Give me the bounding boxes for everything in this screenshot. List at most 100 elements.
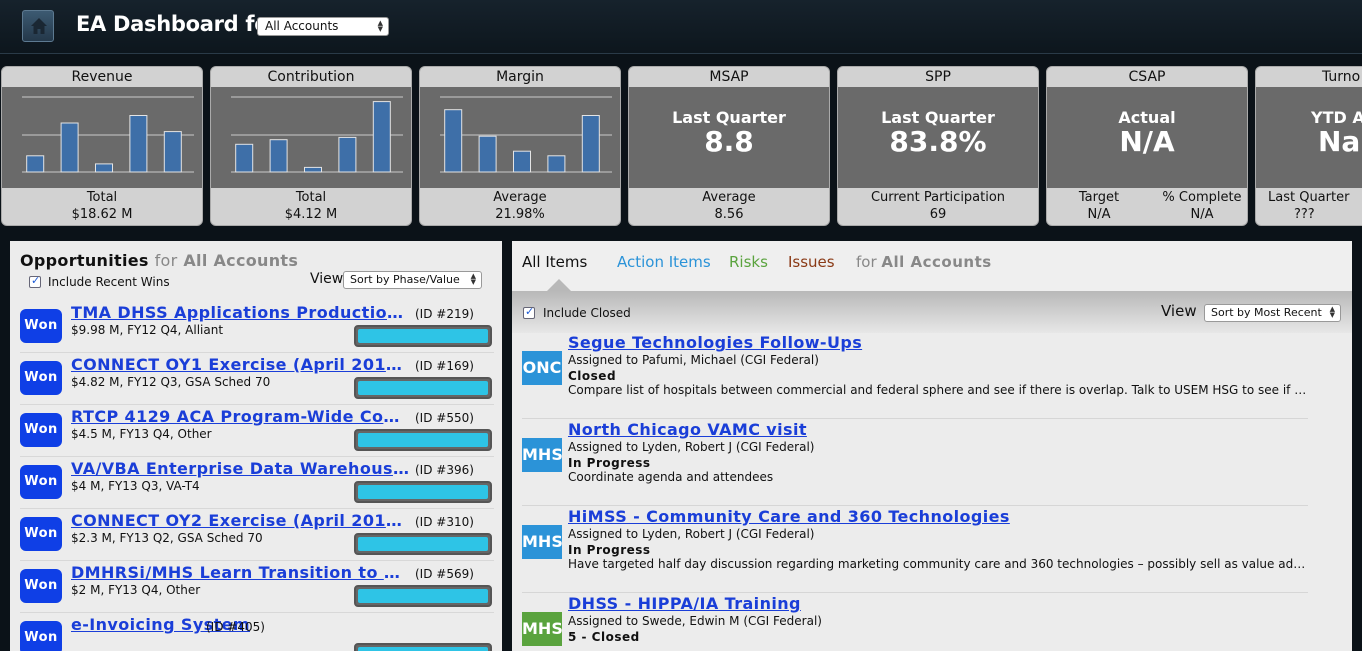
chart-bar bbox=[60, 122, 79, 173]
item-status: Closed bbox=[568, 369, 617, 383]
opportunity-row[interactable]: Won e-Invoicing System (ID #405) bbox=[20, 613, 494, 651]
view-label: View bbox=[1161, 302, 1197, 320]
kpi-foot-label: Total bbox=[86, 190, 118, 205]
kpi-spp[interactable]: SPP Last Quarter 83.8% Current Participa… bbox=[837, 66, 1039, 226]
kpi-margin[interactable]: Margin Average 21.98% bbox=[419, 66, 621, 226]
progress-fill bbox=[358, 485, 488, 499]
item-row[interactable]: MHS DHSS - HIPPA/IA Training Assigned to S… bbox=[522, 594, 1308, 651]
item-status: 5 - Closed bbox=[568, 630, 640, 644]
kpi-title: MSAP bbox=[709, 69, 749, 85]
opportunity-title-link[interactable]: VA/VBA Enterprise Data Warehouse S... bbox=[71, 459, 409, 478]
sort-select-value: Sort by Phase/Value bbox=[350, 273, 460, 286]
opportunity-title-link[interactable]: DMHRSi/MHS Learn Transition to Cap... bbox=[71, 563, 409, 582]
item-row[interactable]: ONC Segue Technologies Follow-Ups Assigned… bbox=[522, 333, 1308, 419]
opportunity-row[interactable]: Won RTCP 4129 ACA Program-Wide Consol... (… bbox=[20, 405, 494, 457]
opportunity-progress-bar bbox=[354, 643, 492, 651]
tab-action-items[interactable]: Action Items bbox=[617, 253, 711, 271]
item-description: Have targeted half day discussion regard… bbox=[568, 557, 1308, 571]
kpi-foot-label: Last Quarter bbox=[1268, 190, 1350, 205]
opportunity-row[interactable]: Won DMHRSi/MHS Learn Transition to Cap...… bbox=[20, 561, 494, 613]
items-sort-select[interactable]: Sort by Most Recent ▲ ▼ bbox=[1204, 304, 1341, 322]
kpi-value: NaN bbox=[1318, 125, 1362, 158]
kpi-msap[interactable]: MSAP Last Quarter 8.8 Average 8.56 bbox=[628, 66, 830, 226]
kpi-target: Target N/A bbox=[1069, 189, 1129, 223]
item-row[interactable]: MHS HiMSS - Community Care and 360 Techno… bbox=[522, 507, 1308, 593]
won-badge: Won bbox=[20, 517, 62, 551]
home-button[interactable] bbox=[22, 10, 54, 42]
item-row[interactable]: MHS North Chicago VAMC visit Assigned to L… bbox=[522, 420, 1308, 506]
items-for-account: for All Accounts bbox=[856, 253, 992, 271]
opportunity-title-link[interactable]: TMA DHSS Applications Production S... bbox=[71, 303, 409, 322]
item-title-link[interactable]: Segue Technologies Follow-Ups bbox=[568, 333, 863, 352]
category-badge: ONC bbox=[522, 351, 562, 385]
opportunity-details: $4 M, FY13 Q3, VA-T4 bbox=[71, 479, 200, 493]
item-assigned: Assigned to Lyden, Robert J (CGI Federal… bbox=[568, 527, 815, 541]
kpi-foot-value: $18.62 M bbox=[71, 207, 133, 222]
kpi-value-label: Last Quarter bbox=[881, 108, 995, 127]
items-account: All Accounts bbox=[881, 253, 992, 271]
kpi-complete-label: % Complete bbox=[1162, 190, 1242, 205]
opportunity-progress-bar bbox=[354, 377, 492, 399]
won-badge: Won bbox=[20, 465, 62, 499]
kpi-value-area: Last Quarter 8.8 bbox=[629, 87, 829, 188]
opportunity-row[interactable]: Won CONNECT OY1 Exercise (April 2012-M...… bbox=[20, 353, 494, 405]
opportunity-title-link[interactable]: CONNECT OY1 Exercise (April 2012-M... bbox=[71, 355, 409, 374]
kpi-target-value: N/A bbox=[1087, 207, 1111, 222]
include-wins-label: Include Recent Wins bbox=[48, 275, 170, 289]
chart-bar bbox=[338, 136, 357, 173]
margin-chart bbox=[440, 96, 612, 173]
opportunities-sort-select[interactable]: Sort by Phase/Value ▲ ▼ bbox=[343, 271, 482, 289]
contribution-chart bbox=[231, 96, 403, 173]
opportunity-id: (ID #396) bbox=[415, 463, 474, 477]
kpi-revenue[interactable]: Revenue Total $18.62 M bbox=[1, 66, 203, 226]
kpi-csap[interactable]: CSAP Actual N/A Target N/A % Complete N/… bbox=[1046, 66, 1248, 226]
item-title-link[interactable]: DHSS - HIPPA/IA Training bbox=[568, 594, 801, 613]
progress-fill bbox=[358, 647, 488, 651]
opportunity-id: (ID #405) bbox=[206, 620, 265, 634]
account-select[interactable]: All Accounts ▲ ▼ bbox=[257, 17, 389, 36]
opportunity-progress-bar bbox=[354, 585, 492, 607]
kpi-footer: Current Participation 69 bbox=[838, 189, 1038, 223]
opportunities-account: All Accounts bbox=[183, 251, 299, 270]
opportunity-title-link[interactable]: CONNECT OY2 Exercise (April 2013-M... bbox=[71, 511, 409, 530]
opportunity-progress-bar bbox=[354, 325, 492, 347]
progress-fill bbox=[358, 433, 488, 447]
include-wins-checkbox[interactable] bbox=[29, 274, 41, 288]
kpi-foot-label: Current Participation bbox=[870, 190, 1006, 205]
opportunity-details: $4.82 M, FY12 Q3, GSA Sched 70 bbox=[71, 375, 271, 389]
item-title-link[interactable]: HiMSS - Community Care and 360 Technolog… bbox=[568, 507, 1010, 526]
kpi-value-label: Last Quarter bbox=[672, 108, 786, 127]
items-toolbar: Include Closed View Sort by Most Recent … bbox=[512, 291, 1352, 333]
tab-risks[interactable]: Risks bbox=[729, 253, 768, 271]
progress-fill bbox=[358, 381, 488, 395]
kpi-contribution[interactable]: Contribution Total $4.12 M bbox=[210, 66, 412, 226]
kpi-footer: Last Quarter ??? bbox=[1268, 189, 1358, 223]
item-status: In Progress bbox=[568, 456, 651, 470]
opportunity-row[interactable]: Won TMA DHSS Applications Production S...… bbox=[20, 301, 494, 353]
opportunity-title-link[interactable]: RTCP 4129 ACA Program-Wide Consol... bbox=[71, 407, 409, 426]
kpi-foot-value: ??? bbox=[1294, 207, 1315, 222]
progress-fill bbox=[358, 589, 488, 603]
kpi-value-label: YTD Av bbox=[1311, 108, 1362, 127]
opportunity-id: (ID #169) bbox=[415, 359, 474, 373]
kpi-turnover[interactable]: Turno YTD Av NaN Last Quarter ??? bbox=[1255, 66, 1362, 226]
kpi-value-area: YTD Av NaN bbox=[1256, 87, 1362, 188]
sort-select-value: Sort by Most Recent bbox=[1211, 306, 1322, 319]
kpi-footer: Average 8.56 bbox=[629, 189, 829, 223]
kpi-value-area: Actual N/A bbox=[1047, 87, 1247, 188]
item-assigned: Assigned to Swede, Edwin M (CGI Federal) bbox=[568, 614, 822, 628]
tab-issues[interactable]: Issues bbox=[788, 253, 835, 271]
items-panel: All Items Action Items Risks Issues for … bbox=[512, 241, 1352, 651]
opportunity-progress-bar bbox=[354, 481, 492, 503]
opportunity-row[interactable]: Won CONNECT OY2 Exercise (April 2013-M...… bbox=[20, 509, 494, 561]
opportunity-progress-bar bbox=[354, 429, 492, 451]
item-title-link[interactable]: North Chicago VAMC visit bbox=[568, 420, 807, 439]
select-arrows-icon: ▲ ▼ bbox=[470, 272, 476, 286]
kpi-value-label: Actual bbox=[1118, 108, 1176, 127]
kpi-chart-area bbox=[211, 87, 411, 188]
include-closed-checkbox[interactable] bbox=[523, 305, 535, 319]
tab-all-items[interactable]: All Items bbox=[522, 253, 588, 271]
chart-bar bbox=[304, 166, 322, 173]
kpi-title: Revenue bbox=[71, 69, 133, 85]
opportunity-row[interactable]: Won VA/VBA Enterprise Data Warehouse S...… bbox=[20, 457, 494, 509]
